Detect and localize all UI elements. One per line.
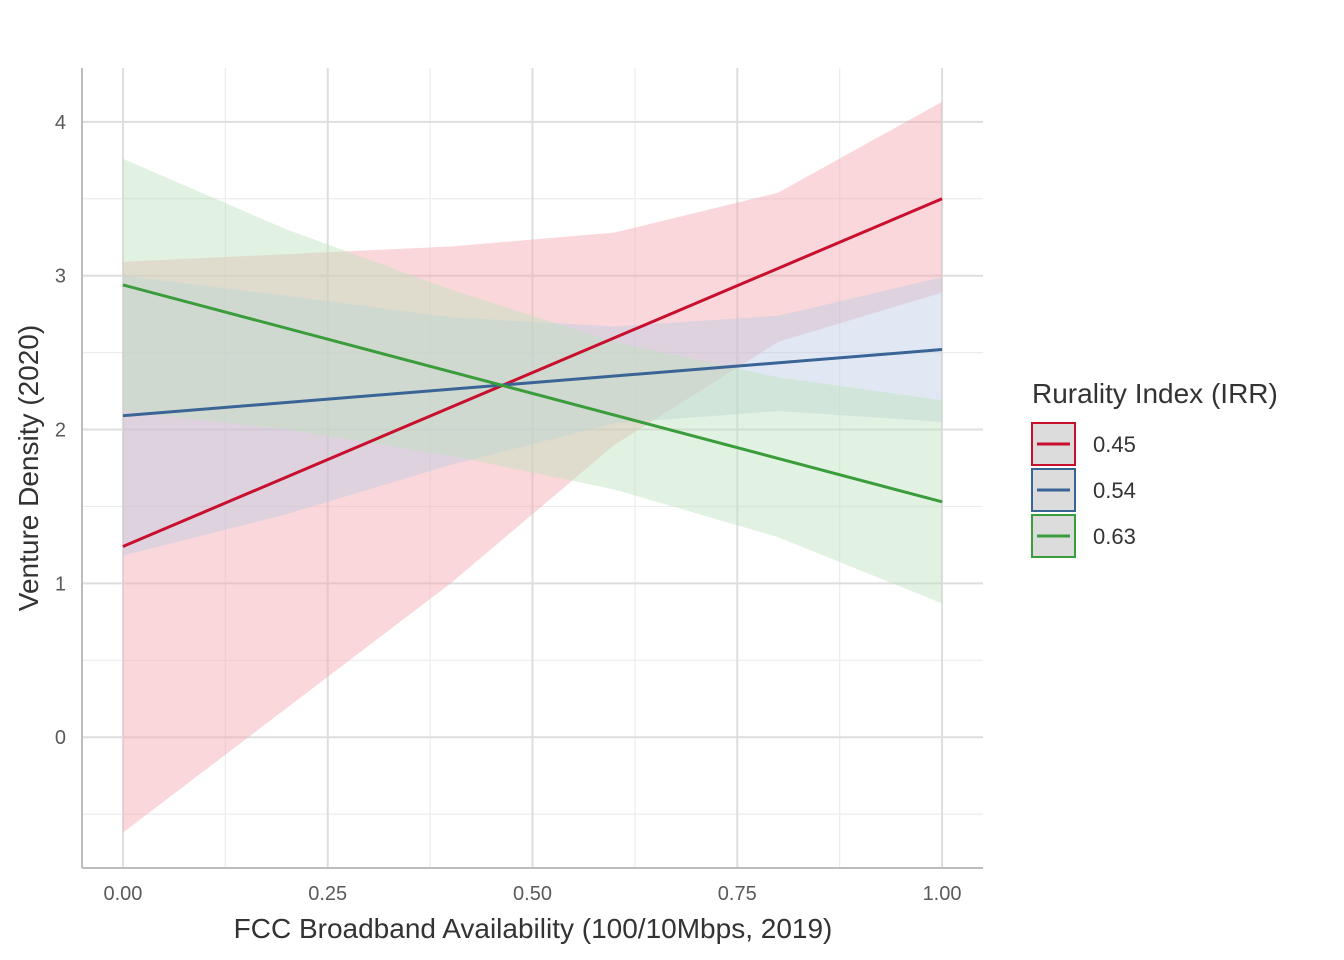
legend-item-0-63: 0.63 bbox=[1031, 514, 1136, 558]
x-tick-label: 0.75 bbox=[718, 883, 757, 905]
line-0-45 bbox=[122, 197, 943, 548]
x-tick-label: 0.00 bbox=[103, 883, 142, 905]
y-axis-title: Venture Density (2020) bbox=[13, 325, 44, 611]
legend-items: 0.45 0.54 0.63 bbox=[1031, 422, 1136, 558]
line-0-54 bbox=[122, 348, 943, 418]
y-tick-label: 1 bbox=[55, 573, 66, 595]
series-lines bbox=[122, 197, 943, 548]
ribbon-0-63 bbox=[122, 158, 943, 604]
legend: Rurality Index (IRR) 0.45 0.54 0.63 bbox=[1031, 378, 1278, 558]
y-tick-label: 2 bbox=[55, 420, 66, 442]
legend-item-0-45: 0.45 bbox=[1031, 422, 1136, 466]
x-axis-title: FCC Broadband Availability (100/10Mbps, … bbox=[234, 913, 833, 944]
line-0-63 bbox=[122, 283, 943, 504]
legend-item-0-54: 0.54 bbox=[1031, 468, 1136, 512]
legend-label: 0.54 bbox=[1093, 478, 1136, 503]
legend-label: 0.63 bbox=[1093, 524, 1136, 549]
axes bbox=[81, 68, 983, 869]
legend-title: Rurality Index (IRR) bbox=[1032, 378, 1278, 409]
y-axis-ticks: 0 1 2 3 4 bbox=[55, 112, 66, 749]
x-tick-label: 1.00 bbox=[923, 883, 962, 905]
legend-label: 0.45 bbox=[1093, 432, 1136, 457]
y-tick-label: 4 bbox=[55, 112, 66, 134]
grid-major bbox=[82, 68, 983, 868]
x-tick-label: 0.25 bbox=[308, 883, 347, 905]
y-tick-label: 3 bbox=[55, 266, 66, 288]
ribbon-0-54 bbox=[122, 275, 943, 556]
x-tick-label: 0.50 bbox=[513, 883, 552, 905]
x-axis-ticks: 0.00 0.25 0.50 0.75 1.00 bbox=[103, 883, 961, 905]
y-tick-label: 0 bbox=[55, 727, 66, 749]
